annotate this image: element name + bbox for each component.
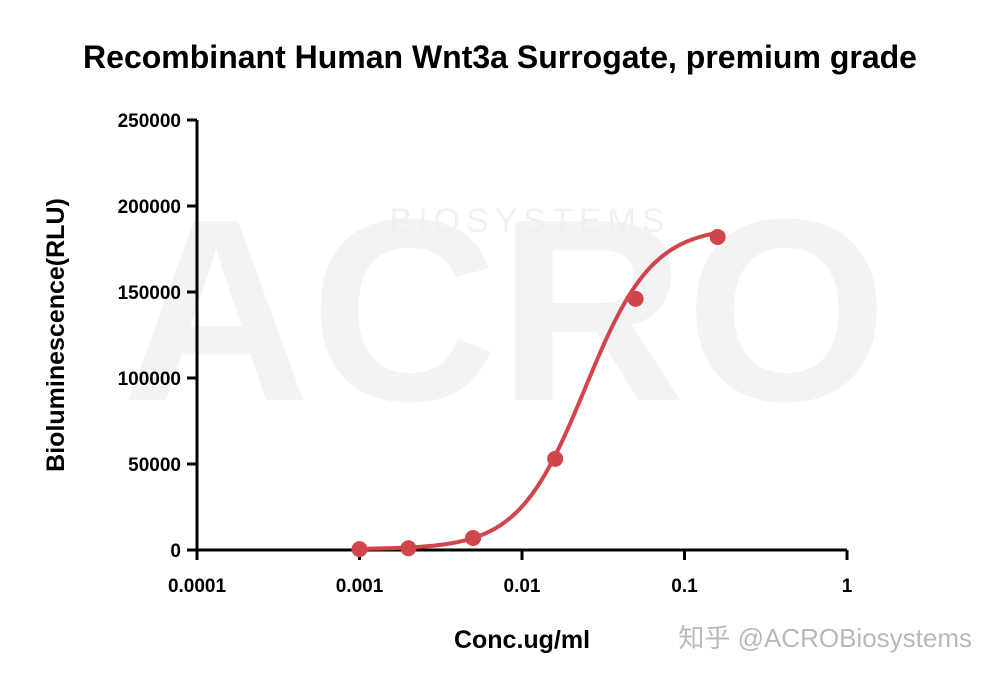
x-axis-ticks: 0.0001 0.001 0.01 0.1 1 — [168, 550, 853, 597]
fit-curve-line — [359, 230, 719, 551]
x-tick-label: 1 — [842, 576, 853, 597]
watermark-text: 知乎 @ACROBiosystems — [678, 623, 972, 653]
y-tick-label: 0 — [170, 541, 181, 562]
data-point — [351, 541, 368, 558]
y-axis-title: Bioluminescence(RLU) — [42, 198, 70, 472]
x-tick-label: 0.0001 — [168, 576, 227, 597]
background-logo-text: ACRO — [122, 166, 888, 456]
data-point — [465, 529, 482, 546]
background-logo-subtext: BIOSYSTEMS — [389, 202, 670, 240]
chart-title: Recombinant Human Wnt3a Surrogate, premi… — [83, 39, 917, 75]
data-point — [400, 540, 417, 557]
background-logo-watermark: ACRO BIOSYSTEMS — [122, 166, 888, 456]
data-point — [547, 450, 564, 467]
y-tick-label: 150000 — [118, 283, 181, 304]
x-axis-title: Conc.ug/ml — [454, 626, 590, 654]
data-point — [627, 290, 644, 307]
data-points — [351, 228, 726, 558]
y-tick-label: 200000 — [118, 197, 181, 218]
y-tick-label: 50000 — [128, 455, 181, 476]
y-tick-label: 100000 — [118, 369, 181, 390]
data-point — [709, 228, 726, 245]
x-tick-label: 0.01 — [504, 576, 541, 597]
y-tick-label: 250000 — [118, 111, 181, 132]
x-tick-label: 0.1 — [671, 576, 698, 597]
x-tick-label: 0.001 — [336, 576, 384, 597]
y-axis-ticks: 0 50000 100000 150000 200000 250000 — [118, 111, 197, 562]
